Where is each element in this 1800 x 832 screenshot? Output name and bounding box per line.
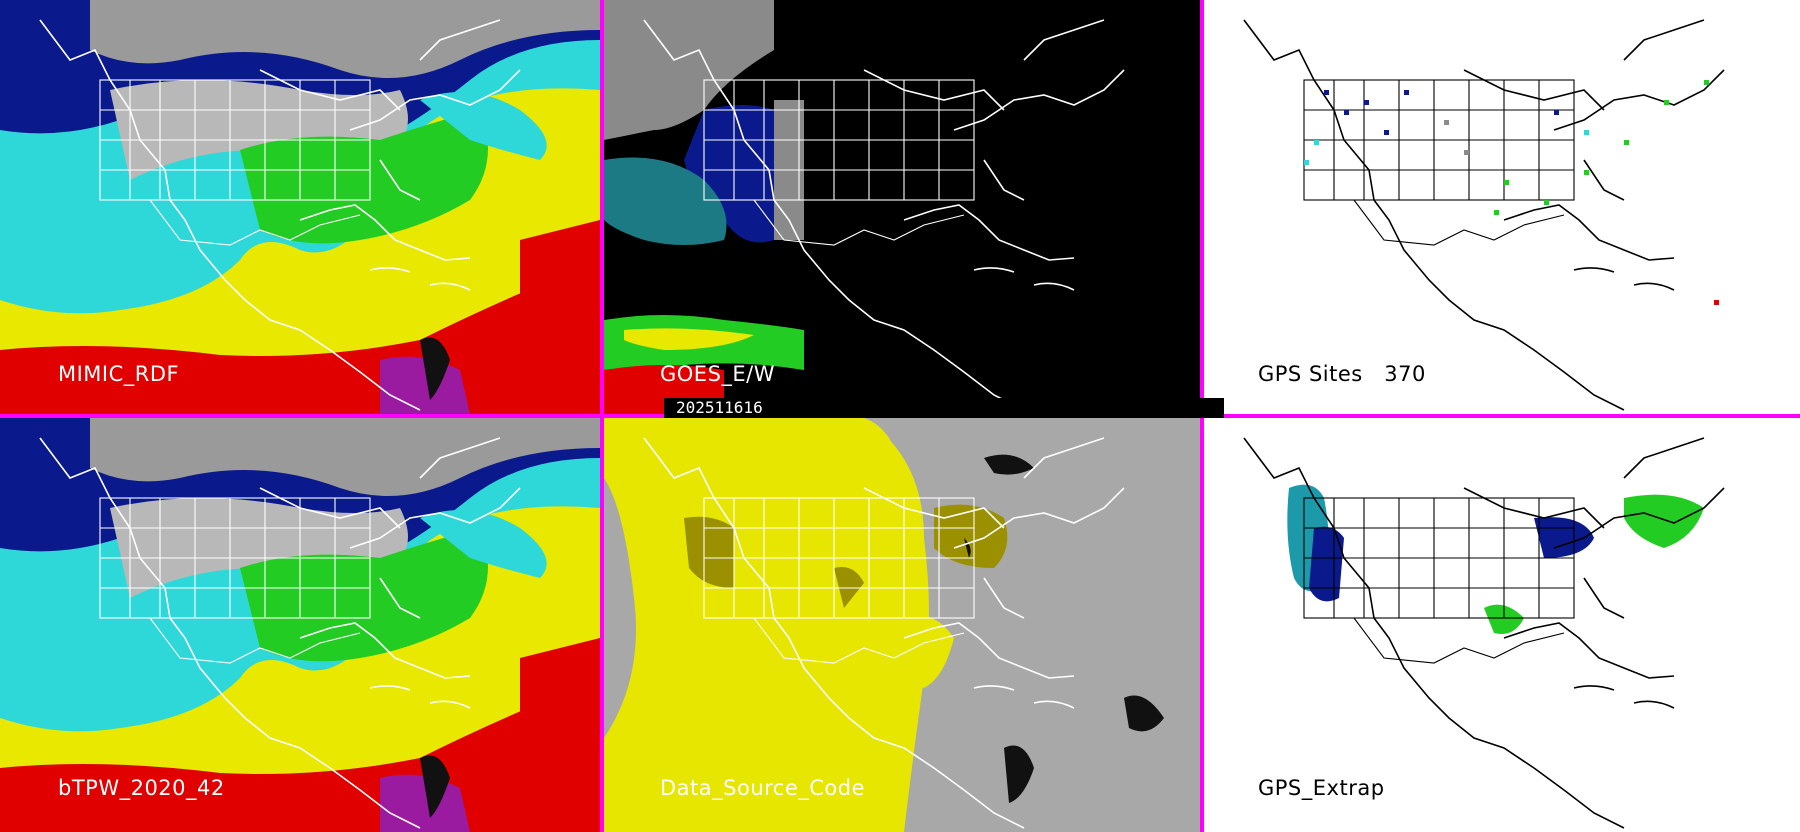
gps-extrap-map	[1204, 418, 1800, 832]
panel-label: MIMIC_RDF	[58, 362, 180, 386]
source-map	[604, 418, 1200, 832]
gps-site-markers	[1304, 80, 1719, 305]
goes-map	[604, 0, 1200, 414]
timestamp-label: 202511616	[664, 398, 1224, 418]
panel-data-source-code: Data_Source_Code	[604, 418, 1200, 832]
panel-label: GPS_Extrap	[1258, 776, 1385, 800]
panel-gps-sites: GPS Sites 370	[1204, 0, 1800, 414]
panel-label: bTPW_2020_42	[58, 776, 225, 800]
panel-label: GOES_E/W	[660, 362, 776, 386]
gps-sites-map	[1204, 0, 1800, 414]
tpw-map	[0, 0, 600, 414]
panel-gps-extrap: GPS_Extrap	[1204, 418, 1800, 832]
panel-label: Data_Source_Code	[660, 776, 866, 800]
panel-label: GPS Sites 370	[1258, 362, 1426, 386]
panel-mimic-rdf: MIMIC_RDF	[0, 0, 600, 414]
panel-goes-ew: GOES_E/W	[604, 0, 1200, 414]
panel-btpw: bTPW_2020_42	[0, 418, 600, 832]
tpw-map	[0, 418, 600, 832]
